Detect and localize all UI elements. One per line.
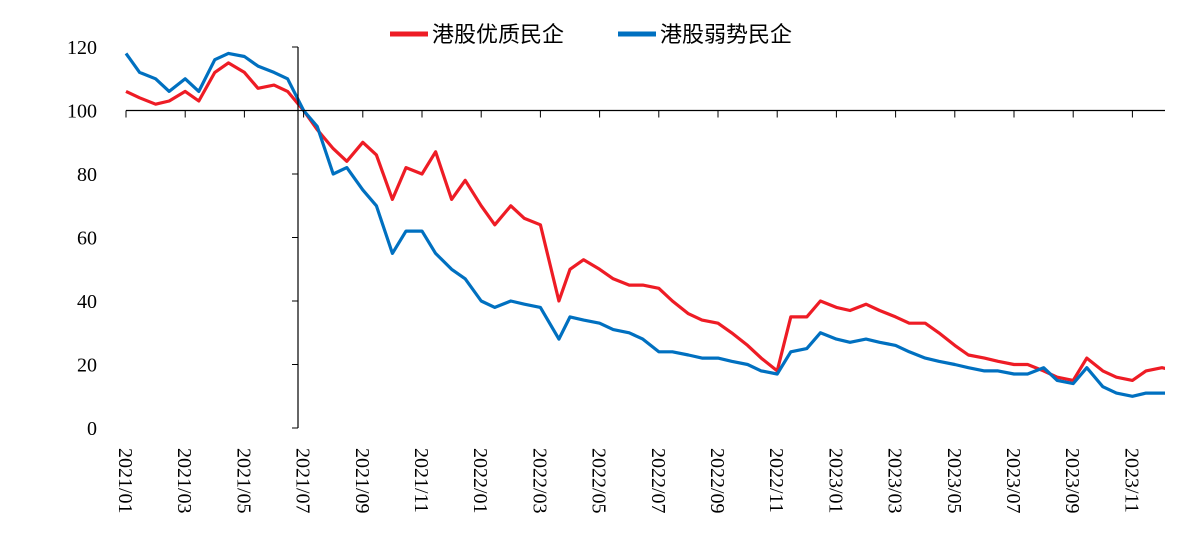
x-tick-label-3: 2021/07	[292, 448, 314, 514]
x-tick-label-2: 2021/05	[232, 448, 254, 514]
y-tick-label-120: 120	[67, 37, 97, 59]
x-tick-label-6: 2022/01	[469, 448, 491, 514]
axes-layer	[125, 46, 1165, 429]
x-tick-label-1: 2021/03	[173, 448, 195, 514]
legend-label-1: 港股弱势民企	[660, 23, 792, 48]
y-tick-labels: 0 20 40 60 80 100 120	[67, 37, 97, 440]
y-tick-label-40: 40	[77, 291, 97, 313]
y-tick-label-80: 80	[77, 164, 97, 186]
x-tick-label-14: 2023/05	[943, 448, 965, 514]
x-tick-label-11: 2022/11	[765, 448, 787, 513]
x-tick-label-10: 2022/09	[706, 448, 728, 514]
x-tick-label-13: 2023/03	[884, 448, 906, 514]
x-tick-label-4: 2021/09	[351, 448, 373, 514]
x-tick-label-17: 2023/11	[1120, 448, 1142, 513]
x-tick-label-7: 2022/03	[528, 448, 550, 514]
x-tick-label-9: 2022/07	[647, 448, 669, 514]
x-tick-label-15: 2023/07	[1002, 448, 1024, 514]
y-tick-label-20: 20	[77, 355, 97, 377]
x-tick-label-0: 2021/01	[114, 448, 136, 514]
y-tick-label-0: 0	[87, 418, 97, 440]
y-tick-label-60: 60	[77, 228, 97, 250]
legend-label-0: 港股优质民企	[432, 23, 564, 48]
x-tick-label-5: 2021/11	[410, 448, 432, 513]
legend: 港股优质民企 港股弱势民企	[390, 23, 792, 48]
x-tick-label-16: 2023/09	[1061, 448, 1083, 514]
x-tick-label-8: 2022/05	[588, 448, 610, 514]
series-layer	[124, 51, 1165, 398]
x-tick-labels: 2021/01 2021/03 2021/05 2021/07 2021/09 2021/…	[114, 448, 1142, 514]
series-line-1	[124, 51, 1165, 398]
y-tick-label-100: 100	[67, 101, 97, 123]
x-tick-label-12: 2023/01	[824, 448, 846, 514]
